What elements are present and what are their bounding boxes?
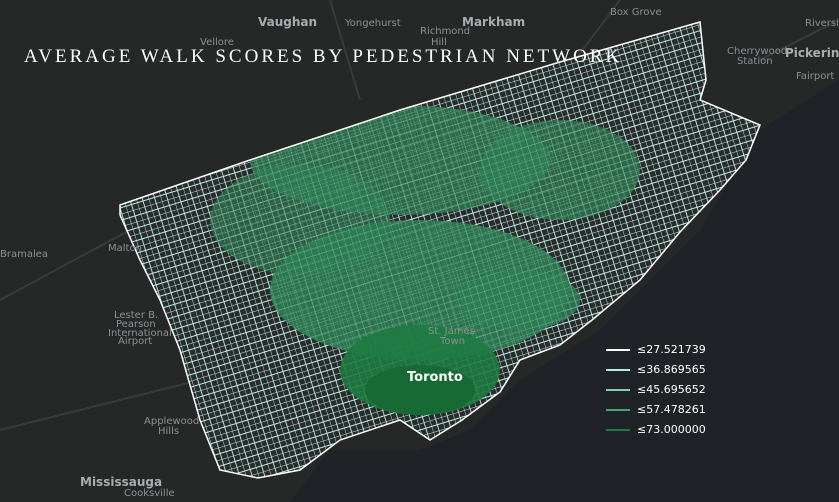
map-title: AVERAGE WALK SCORES BY PEDESTRIAN NETWOR… xyxy=(24,46,622,67)
legend-label: ≤73.000000 xyxy=(637,423,706,436)
place-label: Fairport xyxy=(796,71,834,82)
place-label: Richmond xyxy=(420,26,470,37)
place-label: Station xyxy=(737,56,773,67)
place-label: Town xyxy=(439,336,465,347)
place-label: Malton xyxy=(108,243,142,254)
place-label: Toronto xyxy=(407,370,463,385)
place-label: Bramalea xyxy=(0,249,48,260)
place-label: Pickering xyxy=(785,46,839,60)
legend-label: ≤36.869565 xyxy=(637,363,706,376)
legend: ≤27.521739 ≤36.869565 ≤45.695652 ≤57.478261… xyxy=(606,343,706,436)
place-label: Hill xyxy=(431,37,447,48)
place-label: Cooksville xyxy=(124,488,175,499)
city-boundary xyxy=(119,21,761,479)
place-label: Cherrywood xyxy=(727,46,787,57)
place-label: Applewood xyxy=(144,416,199,427)
place-label: Yongehurst xyxy=(344,18,401,29)
place-label: Riversid xyxy=(805,18,839,29)
place-label: Vaughan xyxy=(258,15,317,29)
place-label: Airport xyxy=(118,336,152,347)
place-label: Pearson xyxy=(116,319,156,330)
lake-ontario xyxy=(290,80,839,502)
place-label: St. James xyxy=(428,326,475,337)
place-label: International xyxy=(108,328,172,339)
legend-label: ≤27.521739 xyxy=(637,343,706,356)
place-label: Mississauga xyxy=(80,475,162,489)
place-label: Markham xyxy=(462,15,525,29)
legend-label: ≤57.478261 xyxy=(637,403,706,416)
legend-label: ≤45.695652 xyxy=(637,383,706,396)
place-label: Vellore xyxy=(200,37,234,48)
place-label: Hills xyxy=(158,426,179,437)
highway xyxy=(0,0,839,431)
place-label: Lester B. xyxy=(114,310,158,321)
place-label: Box Grove xyxy=(610,7,662,18)
